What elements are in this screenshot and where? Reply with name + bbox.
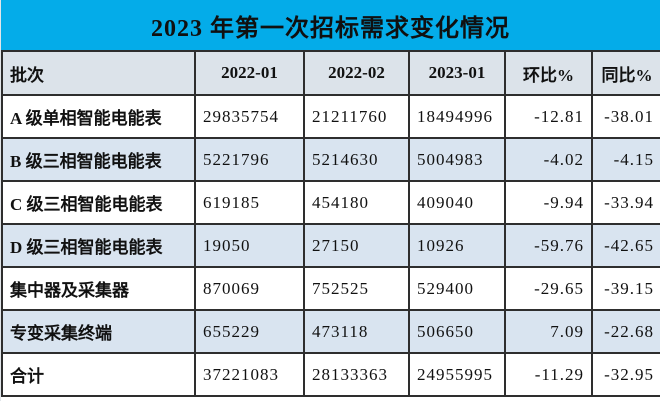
- table-cell: 19050: [194, 223, 305, 268]
- table-cell: 619185: [194, 180, 305, 225]
- table-cell: -11.29: [504, 352, 593, 397]
- header-yoy-pct: 同比%: [591, 50, 660, 96]
- row-label-total: 合计: [1, 352, 196, 397]
- table-cell: 506650: [408, 309, 506, 354]
- table-title: 2023 年第一次招标需求变化情况: [1, 0, 660, 50]
- table-row: A 级单相智能电能表 29835754 21211760 18494996 -1…: [1, 94, 660, 139]
- table-row: B 级三相智能电能表 5221796 5214630 5004983 -4.02…: [1, 137, 660, 182]
- table-cell: 37221083: [194, 352, 305, 397]
- table-cell: 27150: [303, 223, 410, 268]
- table-cell: 409040: [408, 180, 506, 225]
- table-cell: 752525: [303, 266, 410, 311]
- table-row: D 级三相智能电能表 19050 27150 10926 -59.76 -42.…: [1, 223, 660, 268]
- table-row: 专变采集终端 655229 473118 506650 7.09 -22.68: [1, 309, 660, 354]
- table-cell: 7.09: [504, 309, 593, 354]
- table-cell: -33.94: [591, 180, 660, 225]
- row-label: 专变采集终端: [1, 309, 196, 354]
- table-cell: 5214630: [303, 137, 410, 182]
- table-cell: 529400: [408, 266, 506, 311]
- table-cell: -39.15: [591, 266, 660, 311]
- table-row: C 级三相智能电能表 619185 454180 409040 -9.94 -3…: [1, 180, 660, 225]
- header-row: 批次 2022-01 2022-02 2023-01 环比% 同比%: [1, 50, 660, 96]
- table-cell: -59.76: [504, 223, 593, 268]
- table-cell: 29835754: [194, 94, 305, 139]
- table-row: 集中器及采集器 870069 752525 529400 -29.65 -39.…: [1, 266, 660, 311]
- header-2023-01: 2023-01: [408, 50, 506, 96]
- table-cell: -9.94: [504, 180, 593, 225]
- table-cell: -38.01: [591, 94, 660, 139]
- row-label: C 级三相智能电能表: [1, 180, 196, 225]
- table-cell: 5221796: [194, 137, 305, 182]
- header-batch: 批次: [1, 50, 196, 96]
- demand-table: 批次 2022-01 2022-02 2023-01 环比% 同比% A 级单相…: [1, 50, 660, 397]
- row-label: 集中器及采集器: [1, 266, 196, 311]
- table-cell: -12.81: [504, 94, 593, 139]
- table-cell: 454180: [303, 180, 410, 225]
- table-cell: 870069: [194, 266, 305, 311]
- table-cell: -4.02: [504, 137, 593, 182]
- header-2022-02: 2022-02: [303, 50, 410, 96]
- table-cell: 24955995: [408, 352, 506, 397]
- table-cell: 28133363: [303, 352, 410, 397]
- table-cell: -22.68: [591, 309, 660, 354]
- table-cell: 18494996: [408, 94, 506, 139]
- table-cell: -32.95: [591, 352, 660, 397]
- row-label: A 级单相智能电能表: [1, 94, 196, 139]
- table-cell: -4.15: [591, 137, 660, 182]
- table-cell: 10926: [408, 223, 506, 268]
- header-mom-pct: 环比%: [504, 50, 593, 96]
- row-label: B 级三相智能电能表: [1, 137, 196, 182]
- table-cell: 655229: [194, 309, 305, 354]
- header-2022-01: 2022-01: [194, 50, 305, 96]
- table-row-total: 合计 37221083 28133363 24955995 -11.29 -32…: [1, 352, 660, 397]
- table-cell: -42.65: [591, 223, 660, 268]
- table-cell: -29.65: [504, 266, 593, 311]
- table-cell: 21211760: [303, 94, 410, 139]
- table-cell: 473118: [303, 309, 410, 354]
- table-cell: 5004983: [408, 137, 506, 182]
- row-label: D 级三相智能电能表: [1, 223, 196, 268]
